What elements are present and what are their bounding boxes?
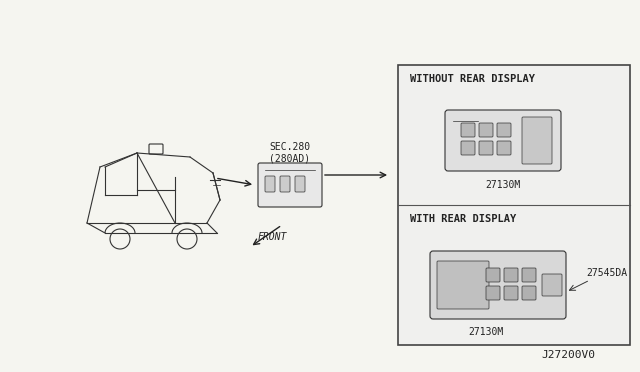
FancyBboxPatch shape bbox=[542, 274, 562, 296]
FancyBboxPatch shape bbox=[504, 268, 518, 282]
FancyBboxPatch shape bbox=[486, 268, 500, 282]
FancyBboxPatch shape bbox=[265, 176, 275, 192]
FancyBboxPatch shape bbox=[461, 141, 475, 155]
FancyBboxPatch shape bbox=[504, 286, 518, 300]
Text: WITH REAR DISPLAY: WITH REAR DISPLAY bbox=[410, 214, 516, 224]
FancyBboxPatch shape bbox=[479, 141, 493, 155]
FancyBboxPatch shape bbox=[437, 261, 489, 309]
Text: 27130M: 27130M bbox=[485, 180, 520, 190]
Text: FRONT: FRONT bbox=[257, 232, 287, 242]
FancyBboxPatch shape bbox=[479, 123, 493, 137]
FancyBboxPatch shape bbox=[522, 117, 552, 164]
Text: SEC.280
(280AD): SEC.280 (280AD) bbox=[269, 142, 310, 164]
Text: 27130M: 27130M bbox=[468, 327, 504, 337]
FancyBboxPatch shape bbox=[522, 268, 536, 282]
FancyBboxPatch shape bbox=[258, 163, 322, 207]
FancyBboxPatch shape bbox=[497, 123, 511, 137]
FancyBboxPatch shape bbox=[486, 286, 500, 300]
FancyBboxPatch shape bbox=[280, 176, 290, 192]
Bar bbox=[398, 65, 630, 345]
Text: WITHOUT REAR DISPLAY: WITHOUT REAR DISPLAY bbox=[410, 74, 535, 84]
FancyBboxPatch shape bbox=[430, 251, 566, 319]
FancyBboxPatch shape bbox=[497, 141, 511, 155]
Text: 27545DA: 27545DA bbox=[586, 268, 627, 278]
FancyBboxPatch shape bbox=[522, 286, 536, 300]
FancyBboxPatch shape bbox=[295, 176, 305, 192]
Text: J27200V0: J27200V0 bbox=[541, 350, 595, 360]
FancyBboxPatch shape bbox=[445, 110, 561, 171]
FancyBboxPatch shape bbox=[461, 123, 475, 137]
